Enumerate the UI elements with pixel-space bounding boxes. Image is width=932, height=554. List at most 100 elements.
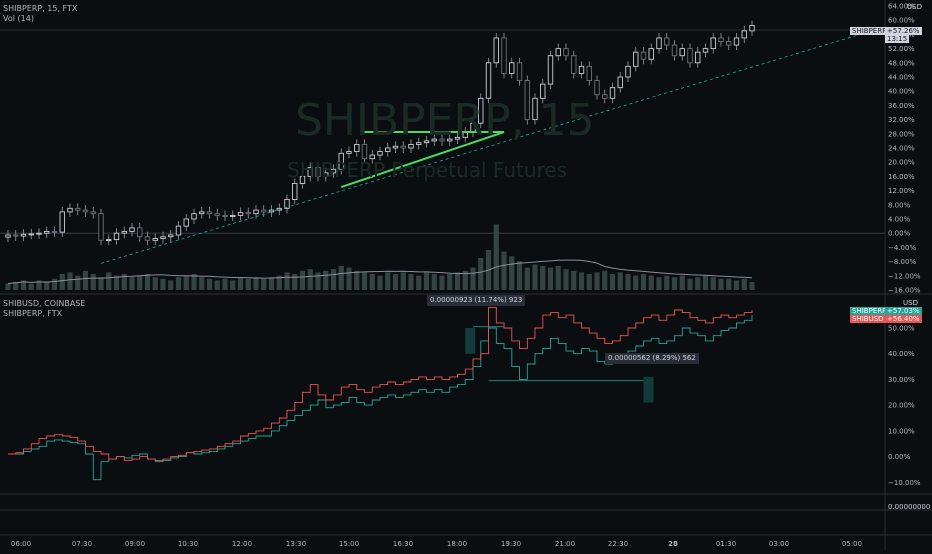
volume-bar	[315, 272, 321, 290]
candle-body	[98, 213, 104, 241]
candle-body	[59, 211, 65, 233]
volume-bar	[129, 277, 135, 290]
main-ytick-label: 16.00%	[888, 173, 915, 181]
main-pane-legend-volume[interactable]: Vol (14)	[3, 14, 34, 23]
candle-body	[20, 233, 27, 237]
time-axis-label: 18:00	[447, 540, 467, 548]
candle-body	[168, 234, 174, 238]
candle-body	[431, 138, 437, 142]
volume-bar	[51, 278, 58, 290]
volume-bar	[462, 270, 468, 290]
candle-body	[199, 211, 205, 215]
candle-body	[121, 230, 127, 234]
volume-bar	[36, 280, 42, 290]
volume-bar	[261, 278, 267, 290]
main-ytick-label: 12.00%	[888, 187, 915, 195]
volume-bar	[214, 280, 220, 290]
volume-bar	[478, 258, 484, 290]
volume-bar	[276, 275, 282, 290]
candle-body	[609, 87, 616, 99]
volume-bar	[59, 274, 65, 290]
candle-body	[346, 151, 352, 154]
candle-body	[679, 48, 685, 57]
candle-body	[28, 233, 34, 236]
candle-body	[516, 62, 523, 81]
candle-body	[416, 142, 422, 145]
main-ytick-label: 48.00%	[888, 59, 915, 67]
volume-bar	[710, 277, 716, 290]
volume-bar	[439, 275, 445, 290]
candle-body	[563, 48, 569, 57]
main-pane-legend-symbol[interactable]: SHIBPERP, 15, FTX	[3, 4, 78, 13]
candle-body	[152, 238, 158, 241]
volume-bar	[369, 274, 375, 290]
volume-bar	[555, 266, 561, 290]
candle-body	[268, 209, 275, 213]
volume-bar	[625, 274, 631, 290]
main-ytick-label: 52.00%	[888, 45, 915, 53]
volume-bar	[617, 272, 623, 290]
compare-pane-legend-shibusd[interactable]: SHIBUSD, COINBASE	[3, 299, 86, 308]
candle-body	[315, 167, 321, 177]
candle-body	[509, 62, 515, 74]
candle-body	[625, 65, 631, 78]
volume-bar	[470, 267, 476, 290]
volume-bar	[447, 274, 453, 290]
measure-box-mid	[643, 376, 654, 403]
volume-bar	[563, 269, 569, 290]
candle-body	[245, 212, 251, 215]
candle-body	[478, 97, 484, 124]
candle-body	[687, 48, 693, 64]
candle-body	[113, 232, 120, 241]
volume-bar	[501, 251, 507, 290]
candle-body	[214, 213, 220, 216]
volume-bar	[307, 269, 313, 290]
candle-body	[594, 80, 600, 96]
volume-bar	[20, 280, 27, 290]
main-pane-currency: USD	[907, 3, 922, 11]
volume-bar	[245, 278, 251, 290]
volume-bar	[578, 272, 585, 290]
volume-bar	[509, 256, 515, 290]
candle-body	[292, 183, 298, 200]
candle-body	[369, 154, 375, 160]
compare-ytick-label: −10.00%	[888, 479, 921, 487]
measure-label-top: 0.00000923 (11.74%) 923	[427, 295, 526, 306]
candle-body	[90, 211, 96, 215]
main-ytick-label: 36.00%	[888, 102, 915, 110]
candle-body	[13, 234, 19, 237]
compare-pane-legend-shibperp[interactable]: SHIBPERP, FTX	[3, 309, 63, 318]
main-ytick-label: −12.00%	[888, 272, 921, 280]
time-axis-label: 05:00	[842, 540, 862, 548]
volume-bar	[268, 277, 275, 290]
volume-bar	[75, 275, 81, 290]
candle-body	[253, 209, 259, 215]
candle-body	[129, 227, 135, 232]
compare-tag-shibusd-value: +56.40%	[885, 315, 922, 323]
volume-bar	[191, 274, 197, 290]
candle-body	[44, 230, 50, 234]
candle-body	[664, 37, 670, 46]
candle-body	[741, 30, 747, 39]
volume-bar	[152, 277, 158, 290]
main-ytick-label: 8.00%	[888, 201, 911, 209]
compare-tag-shibusd-name: SHIBUSD	[850, 315, 886, 323]
main-ytick-label: 24.00%	[888, 145, 915, 153]
candle-body	[36, 232, 42, 235]
volume-bar	[330, 269, 337, 290]
candle-body	[323, 172, 329, 177]
compare-ytick-label: 50.00%	[888, 325, 915, 333]
volume-bar	[44, 282, 50, 290]
time-axis-label: 10:30	[178, 540, 198, 548]
compare-pane-currency: USD	[903, 299, 918, 307]
compare-ytick-label: 30.00%	[888, 376, 915, 384]
candle-body	[354, 143, 360, 152]
main-ytick-label: 0.00%	[888, 230, 911, 238]
candle-body	[726, 41, 732, 46]
volume-bar	[594, 272, 600, 290]
price-tag-countdown: 13:15	[885, 35, 910, 43]
candle-body	[230, 214, 236, 217]
volume-bar	[354, 270, 360, 290]
